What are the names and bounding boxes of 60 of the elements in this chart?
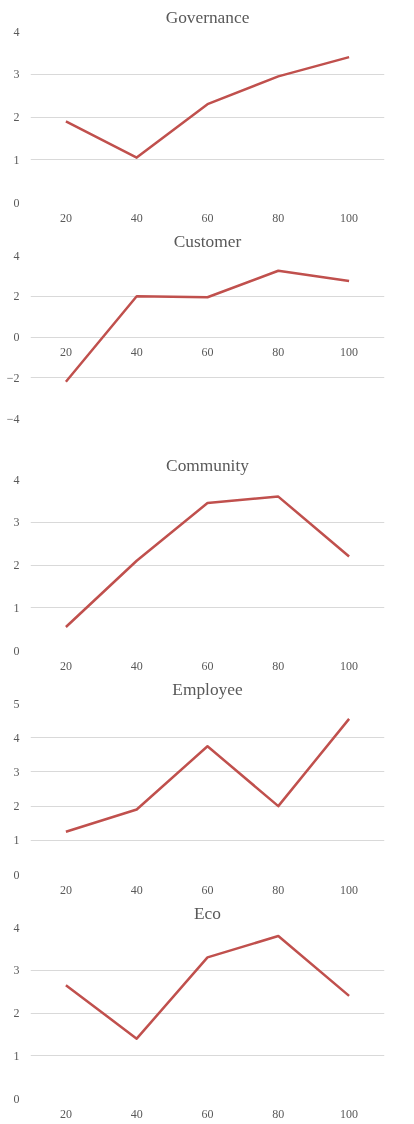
y-tick-label: 0: [13, 867, 20, 882]
x-tick-label: 20: [59, 882, 72, 897]
y-tick-label: 0: [13, 195, 20, 210]
x-tick-label: 20: [59, 210, 72, 225]
x-tick-label: 100: [340, 1106, 359, 1121]
x-tick-label: 80: [272, 1106, 285, 1121]
x-tick-label: 100: [340, 345, 359, 359]
x-tick-label: 20: [59, 1106, 72, 1121]
chart-title: Eco: [194, 903, 221, 923]
y-tick-label: 2: [13, 1006, 20, 1020]
y-tick-label: 0: [13, 1091, 20, 1106]
y-tick-label: 0: [13, 643, 20, 658]
chart-title: Employee: [172, 679, 243, 699]
y-tick-label: 1: [13, 152, 20, 167]
y-tick-label: 0: [13, 330, 20, 344]
y-tick-label: 1: [13, 833, 20, 848]
line-series: [64, 934, 351, 1040]
y-tick-label: −4: [6, 411, 20, 426]
y-tick-label: 1: [13, 1048, 20, 1063]
x-tick-label: 60: [201, 658, 214, 673]
line-series: [64, 495, 351, 629]
chart-title: Governance: [165, 7, 250, 27]
x-tick-label: 80: [272, 658, 285, 673]
y-tick-label: 3: [13, 515, 20, 530]
y-tick-label: 2: [13, 558, 20, 572]
x-tick-label: 40: [130, 658, 143, 673]
x-tick-label: 40: [130, 345, 143, 359]
x-tick-label: 100: [340, 210, 359, 225]
y-tick-label: 4: [13, 24, 20, 39]
x-tick-label: 60: [201, 1106, 214, 1121]
y-tick-label: 4: [13, 920, 20, 935]
y-tick-label: 3: [13, 963, 20, 978]
x-tick-label: 60: [201, 882, 214, 897]
y-tick-label: 2: [13, 110, 20, 124]
x-tick-label: 60: [201, 210, 214, 225]
y-tick-label: 2: [13, 799, 20, 814]
y-tick-label: 5: [13, 696, 20, 711]
x-tick-label: 80: [272, 882, 285, 897]
x-tick-label: 20: [59, 345, 72, 359]
y-tick-label: 4: [13, 248, 20, 263]
x-tick-label: 40: [130, 882, 143, 897]
line-series: [64, 717, 351, 833]
x-tick-label: 80: [272, 345, 285, 359]
x-tick-label: 20: [59, 658, 72, 673]
y-tick-label: 3: [13, 67, 20, 82]
y-tick-label: 1: [13, 600, 20, 615]
x-tick-label: 100: [340, 882, 359, 897]
y-tick-label: 2: [13, 289, 20, 304]
x-tick-label: 100: [340, 658, 359, 673]
y-tick-label: 4: [13, 730, 20, 745]
y-tick-label: 4: [13, 472, 20, 487]
chart-title: Community: [166, 455, 250, 475]
chart-title: Customer: [173, 231, 242, 251]
line-series: [64, 55, 351, 159]
x-tick-label: 40: [130, 1106, 143, 1121]
x-tick-label: 80: [272, 210, 285, 225]
x-tick-label: 60: [201, 345, 214, 359]
y-tick-label: 3: [13, 764, 20, 779]
x-tick-label: 40: [130, 210, 143, 225]
y-tick-label: −2: [6, 370, 20, 385]
